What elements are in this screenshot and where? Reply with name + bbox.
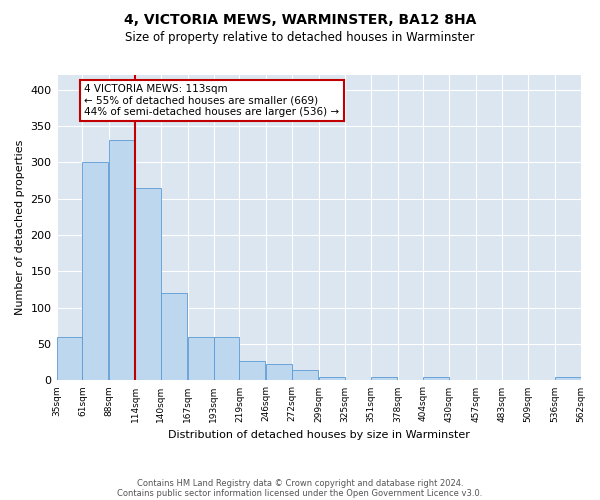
Bar <box>161 293 187 380</box>
Bar <box>554 377 581 380</box>
Text: 4, VICTORIA MEWS, WARMINSTER, BA12 8HA: 4, VICTORIA MEWS, WARMINSTER, BA12 8HA <box>124 12 476 26</box>
Bar <box>319 377 345 380</box>
Text: Size of property relative to detached houses in Warminster: Size of property relative to detached ho… <box>125 31 475 44</box>
Bar <box>109 140 135 380</box>
Bar <box>56 337 82 380</box>
X-axis label: Distribution of detached houses by size in Warminster: Distribution of detached houses by size … <box>167 430 469 440</box>
Bar <box>292 370 318 380</box>
Bar <box>135 188 161 380</box>
Bar <box>214 337 239 380</box>
Bar <box>188 337 214 380</box>
Bar <box>424 377 449 380</box>
Y-axis label: Number of detached properties: Number of detached properties <box>15 140 25 316</box>
Text: 4 VICTORIA MEWS: 113sqm
← 55% of detached houses are smaller (669)
44% of semi-d: 4 VICTORIA MEWS: 113sqm ← 55% of detache… <box>85 84 340 117</box>
Text: Contains HM Land Registry data © Crown copyright and database right 2024.: Contains HM Land Registry data © Crown c… <box>137 478 463 488</box>
Bar <box>371 377 397 380</box>
Bar <box>239 361 265 380</box>
Bar <box>266 364 292 380</box>
Bar <box>82 162 108 380</box>
Text: Contains public sector information licensed under the Open Government Licence v3: Contains public sector information licen… <box>118 488 482 498</box>
